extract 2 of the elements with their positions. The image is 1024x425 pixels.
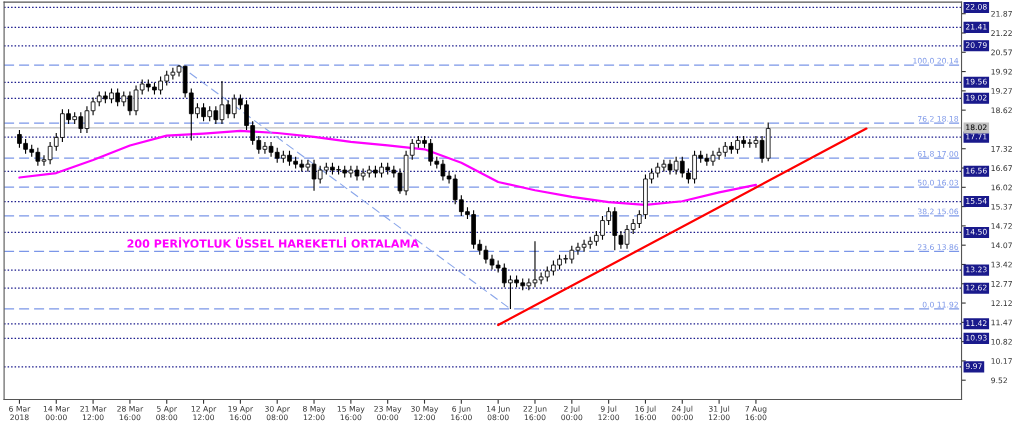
annotation: 200 PERİYOTLUK ÜSSEL HAREKETLİ ORTALAMA: [127, 237, 420, 248]
line-series: [18, 129, 758, 206]
